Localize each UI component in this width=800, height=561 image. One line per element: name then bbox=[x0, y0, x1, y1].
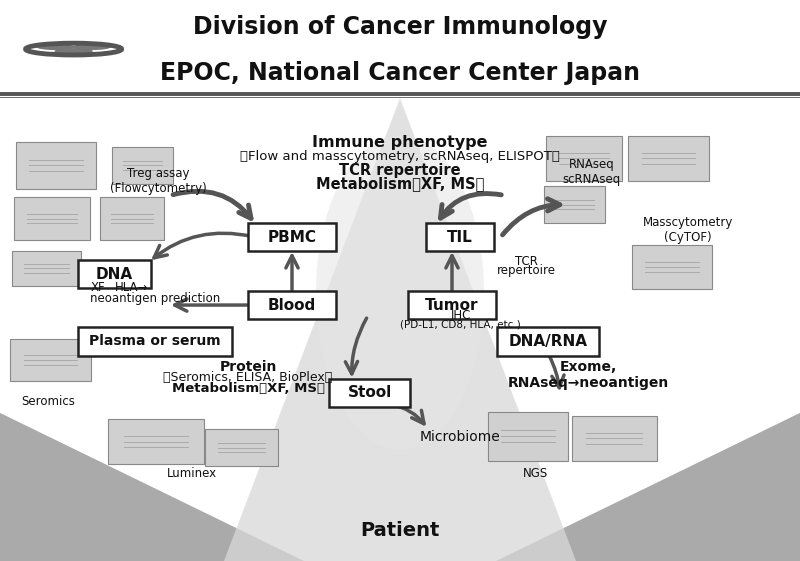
FancyBboxPatch shape bbox=[205, 429, 278, 466]
Text: Division of Cancer Immunology: Division of Cancer Immunology bbox=[193, 15, 607, 39]
Ellipse shape bbox=[72, 44, 110, 50]
Text: XF: XF bbox=[90, 282, 105, 295]
Text: IHC: IHC bbox=[450, 309, 471, 322]
Text: HLA→: HLA→ bbox=[114, 282, 148, 295]
FancyBboxPatch shape bbox=[78, 327, 232, 356]
Text: （Flow and masscytometry, scRNAseq, ELISPOT）: （Flow and masscytometry, scRNAseq, ELISP… bbox=[240, 150, 560, 163]
FancyBboxPatch shape bbox=[12, 251, 81, 286]
Ellipse shape bbox=[54, 48, 93, 54]
Text: Stool: Stool bbox=[347, 385, 392, 401]
Text: TCR repertoire: TCR repertoire bbox=[339, 163, 461, 178]
FancyBboxPatch shape bbox=[112, 146, 173, 184]
Text: Exome,
RNAseq→neoantigen: Exome, RNAseq→neoantigen bbox=[507, 360, 669, 390]
FancyBboxPatch shape bbox=[248, 223, 336, 251]
Ellipse shape bbox=[316, 135, 484, 450]
Text: TIL: TIL bbox=[447, 229, 473, 245]
FancyBboxPatch shape bbox=[78, 260, 151, 288]
FancyBboxPatch shape bbox=[546, 136, 622, 181]
FancyBboxPatch shape bbox=[572, 416, 657, 461]
Text: DNA/RNA: DNA/RNA bbox=[509, 334, 587, 348]
Text: Treg assay
(Flowcytometry): Treg assay (Flowcytometry) bbox=[110, 168, 206, 195]
FancyBboxPatch shape bbox=[14, 197, 90, 240]
FancyBboxPatch shape bbox=[248, 291, 336, 319]
Polygon shape bbox=[496, 413, 800, 561]
Text: RNAseq
scRNAseq: RNAseq scRNAseq bbox=[563, 158, 621, 186]
Text: neoantigen prediction: neoantigen prediction bbox=[90, 292, 221, 305]
Text: Masscytometry
(CyTOF): Masscytometry (CyTOF) bbox=[643, 216, 733, 244]
Text: Plasma or serum: Plasma or serum bbox=[90, 334, 221, 348]
FancyBboxPatch shape bbox=[488, 412, 568, 461]
Text: Metabolism（XF, MS）: Metabolism（XF, MS） bbox=[171, 383, 325, 396]
Text: PBMC: PBMC bbox=[267, 229, 317, 245]
FancyBboxPatch shape bbox=[544, 186, 605, 223]
Text: EPOC, National Cancer Center Japan: EPOC, National Cancer Center Japan bbox=[160, 61, 640, 85]
FancyBboxPatch shape bbox=[497, 327, 599, 356]
FancyBboxPatch shape bbox=[99, 197, 165, 240]
Text: NGS: NGS bbox=[523, 467, 549, 480]
Text: Tumor: Tumor bbox=[426, 297, 478, 312]
FancyBboxPatch shape bbox=[329, 379, 410, 407]
Text: （Seromics, ELISA, BioPlex）: （Seromics, ELISA, BioPlex） bbox=[163, 371, 333, 384]
FancyBboxPatch shape bbox=[107, 420, 205, 464]
Text: repertoire: repertoire bbox=[497, 264, 556, 277]
Ellipse shape bbox=[37, 44, 75, 50]
Text: TCR: TCR bbox=[515, 255, 538, 268]
Text: Immune phenotype: Immune phenotype bbox=[312, 135, 488, 150]
Polygon shape bbox=[224, 98, 576, 561]
FancyBboxPatch shape bbox=[408, 291, 496, 319]
Text: Metabolism（XF, MS）: Metabolism（XF, MS） bbox=[316, 176, 484, 191]
Text: Protein: Protein bbox=[219, 360, 277, 374]
FancyBboxPatch shape bbox=[10, 339, 91, 381]
FancyBboxPatch shape bbox=[629, 136, 709, 181]
Text: DNA: DNA bbox=[96, 266, 133, 282]
Text: Luminex: Luminex bbox=[167, 467, 217, 480]
Text: Patient: Patient bbox=[360, 521, 440, 540]
FancyBboxPatch shape bbox=[16, 142, 97, 188]
Text: (PD-L1, CD8, HLA, etc.): (PD-L1, CD8, HLA, etc.) bbox=[401, 320, 521, 330]
Text: Blood: Blood bbox=[268, 297, 316, 312]
Text: Microbiome: Microbiome bbox=[420, 430, 500, 444]
Polygon shape bbox=[0, 413, 304, 561]
FancyBboxPatch shape bbox=[632, 245, 712, 289]
FancyBboxPatch shape bbox=[426, 223, 494, 251]
Text: Seromics: Seromics bbox=[21, 395, 75, 408]
